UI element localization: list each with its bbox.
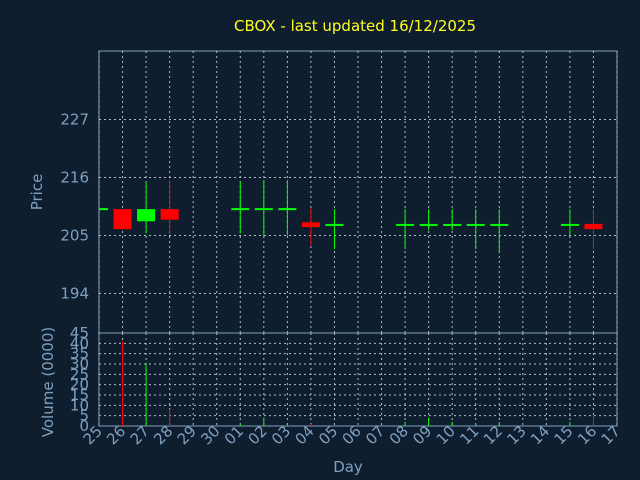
price-axis-label: Price <box>28 174 46 211</box>
volume-tick-label: 10 <box>70 396 89 414</box>
candle-body <box>396 223 415 226</box>
candle-body <box>560 223 579 226</box>
price-tick-label: 227 <box>60 111 89 129</box>
x-axis-label: Day <box>333 458 363 476</box>
price-panel: 194 205 216 227 <box>60 50 618 334</box>
candle-body <box>137 209 156 222</box>
candle-body <box>113 209 132 230</box>
chart-title: CBOX - last updated 16/12/2025 <box>234 17 476 35</box>
x-axis: 2526272829300102030405060708091011121314… <box>80 422 624 448</box>
candle-body <box>99 208 108 211</box>
volume-tick-label: 25 <box>70 365 89 383</box>
volume-tick-label: 0 <box>79 417 89 435</box>
volume-tick-label: 15 <box>70 386 89 404</box>
candle-body <box>419 223 438 226</box>
candle-body <box>301 222 320 228</box>
candle-body <box>160 209 179 220</box>
volume-tick-label: 20 <box>70 376 89 394</box>
volume-tick-label: 5 <box>79 407 89 425</box>
candle-body <box>584 223 603 230</box>
volume-tick-label: 35 <box>70 345 89 363</box>
candle-body <box>254 208 273 211</box>
candle-body <box>490 223 509 226</box>
volume-tick-label: 45 <box>70 324 89 342</box>
volume-axis-label: Volume (0000) <box>39 327 57 437</box>
candle-body <box>231 208 250 211</box>
candle-body <box>443 223 462 226</box>
price-tick-label: 205 <box>60 226 89 244</box>
candle-body <box>278 208 297 211</box>
price-tick-label: 216 <box>60 169 89 187</box>
candle-body <box>325 223 344 226</box>
volume-tick-label: 40 <box>70 334 89 352</box>
candle-body <box>466 223 485 226</box>
volume-tick-label: 30 <box>70 355 89 373</box>
price-tick-label: 194 <box>60 284 89 302</box>
